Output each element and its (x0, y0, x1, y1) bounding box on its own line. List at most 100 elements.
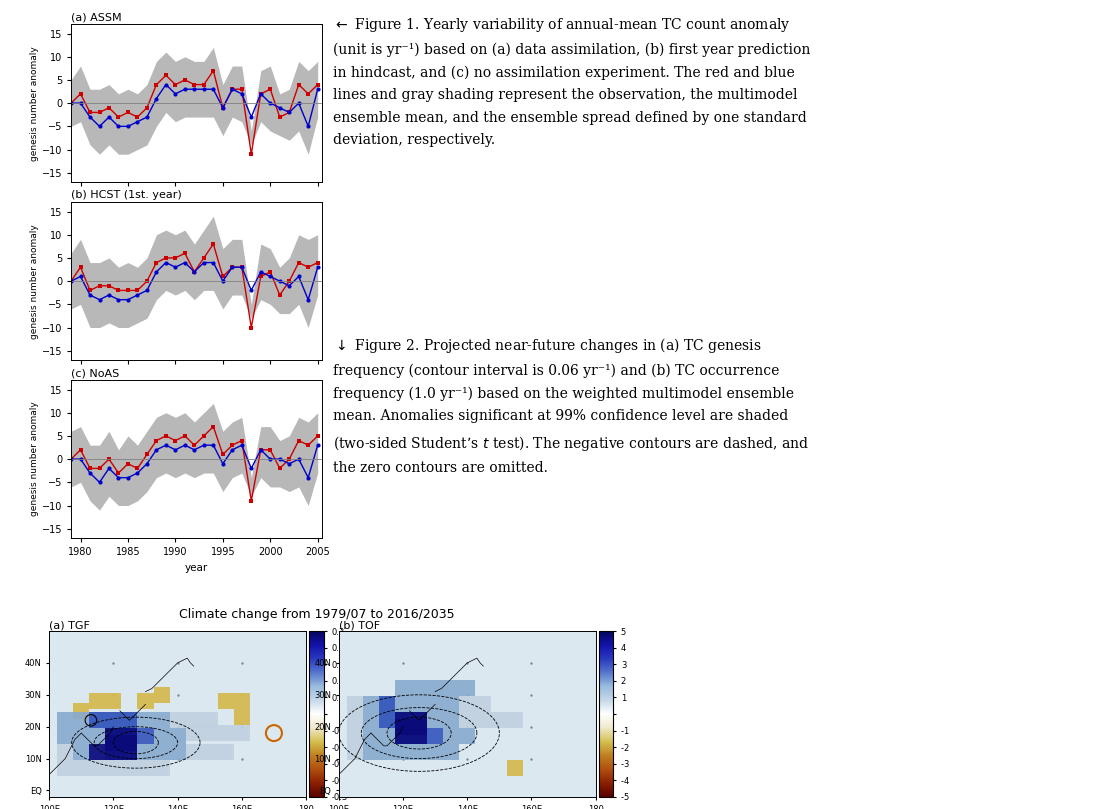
Bar (90, 744, 105, 760)
Bar (346, 728, 363, 744)
Bar (138, 728, 153, 744)
Bar (186, 725, 202, 741)
Bar (105, 744, 121, 760)
Bar (90, 728, 105, 744)
Bar (105, 713, 121, 728)
Bar (121, 728, 138, 744)
Bar (121, 744, 138, 760)
Bar (475, 697, 492, 713)
Bar (427, 697, 443, 713)
Bar (218, 725, 234, 741)
Bar (492, 713, 507, 728)
Bar (346, 744, 363, 760)
Bar (379, 713, 395, 728)
Bar (73, 728, 90, 744)
Bar (138, 744, 153, 760)
Bar (379, 728, 395, 744)
Bar (105, 728, 121, 744)
Bar (121, 713, 138, 728)
Bar (121, 735, 138, 751)
Bar (90, 760, 105, 776)
Bar (73, 760, 90, 776)
Bar (105, 735, 121, 751)
X-axis label: year: year (185, 562, 209, 573)
Text: $\downarrow$ Figure 2. Projected near-future changes in (a) TC genesis
frequency: $\downarrow$ Figure 2. Projected near-fu… (333, 336, 810, 475)
Bar (73, 703, 90, 718)
Bar (507, 760, 524, 776)
Bar (395, 713, 411, 728)
Text: Climate change from 1979/07 to 2016/2035: Climate change from 1979/07 to 2016/2035 (179, 608, 455, 621)
Bar (411, 728, 427, 744)
Bar (90, 713, 105, 728)
Bar (363, 713, 379, 728)
Text: (b) HCST (1st. year): (b) HCST (1st. year) (71, 190, 181, 200)
Bar (459, 680, 475, 697)
Bar (427, 713, 443, 728)
Bar (138, 713, 153, 728)
Bar (379, 697, 395, 713)
Bar (411, 713, 427, 728)
Bar (105, 744, 121, 760)
Bar (169, 728, 186, 744)
Bar (411, 744, 427, 760)
Bar (427, 744, 443, 760)
Bar (138, 760, 153, 776)
Bar (105, 760, 121, 776)
Bar (443, 713, 459, 728)
Bar (153, 744, 169, 760)
Bar (411, 713, 427, 728)
Bar (57, 760, 73, 776)
Bar (443, 680, 459, 697)
Bar (73, 744, 90, 760)
Bar (73, 713, 90, 728)
Bar (138, 693, 153, 709)
Bar (395, 680, 411, 697)
Bar (169, 713, 186, 728)
Bar (186, 713, 202, 728)
Text: (a) TGF: (a) TGF (49, 621, 90, 630)
Bar (153, 728, 169, 744)
Bar (395, 718, 411, 735)
Bar (121, 728, 138, 744)
Bar (105, 713, 121, 728)
Bar (105, 728, 121, 744)
Bar (234, 693, 250, 709)
Bar (105, 693, 121, 709)
Bar (427, 728, 443, 744)
Bar (218, 744, 234, 760)
Bar (443, 728, 459, 744)
Bar (459, 713, 475, 728)
Bar (411, 728, 427, 744)
Bar (169, 744, 186, 760)
Bar (90, 713, 105, 728)
Text: (b) TOF: (b) TOF (339, 621, 380, 630)
Bar (153, 760, 169, 776)
Y-axis label: genesis number anomaly: genesis number anomaly (30, 402, 38, 516)
Bar (379, 744, 395, 760)
Bar (202, 744, 218, 760)
Bar (411, 680, 427, 697)
Bar (90, 693, 105, 709)
Bar (186, 744, 202, 760)
Bar (459, 728, 475, 744)
Bar (234, 709, 250, 725)
Bar (459, 697, 475, 713)
Bar (379, 697, 395, 713)
Bar (395, 713, 411, 728)
Bar (379, 713, 395, 728)
Y-axis label: genesis number anomaly: genesis number anomaly (30, 46, 38, 160)
Text: (a) ASSM: (a) ASSM (71, 12, 121, 22)
Text: (c) NoAS: (c) NoAS (71, 368, 119, 378)
Bar (475, 713, 492, 728)
Bar (395, 728, 411, 744)
Bar (507, 713, 524, 728)
Bar (395, 744, 411, 760)
Bar (121, 760, 138, 776)
Bar (411, 697, 427, 713)
Bar (153, 713, 169, 728)
Bar (346, 713, 363, 728)
Bar (105, 744, 121, 760)
Bar (395, 728, 411, 744)
Bar (363, 744, 379, 760)
Bar (411, 718, 427, 735)
